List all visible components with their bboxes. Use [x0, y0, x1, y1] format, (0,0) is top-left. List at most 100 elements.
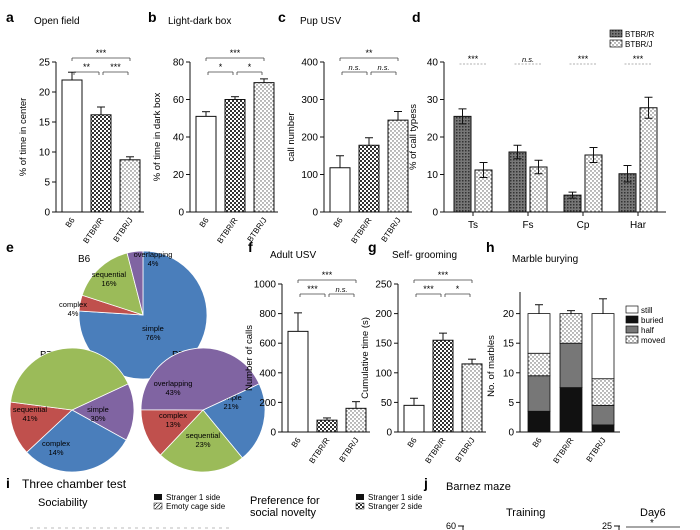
chart-adult-usv: Adult USV 0 200 400 600 800 1000 Number of call…: [244, 250, 370, 465]
panel-letter-d: d: [412, 9, 421, 25]
x-tick-label: BTBR/J: [379, 216, 402, 244]
bar-b6: [287, 330, 309, 433]
significance-label: *: [456, 284, 460, 294]
y-tick-label: 0: [270, 428, 276, 439]
pie-slice-name: simple: [220, 393, 242, 402]
legend-swatch: [625, 325, 639, 334]
pie-slice-sequential: [159, 409, 243, 473]
three-chamber-title: Three chamber test: [22, 477, 127, 491]
legend-label: buried: [641, 316, 663, 325]
bar-segment-moved: [591, 378, 615, 406]
pie-slice-name: sequential: [186, 431, 221, 440]
day6-subtitle: Day6: [640, 507, 666, 519]
pie-slice-name: sequential: [92, 270, 127, 279]
novelty-subtitle-line2: social novelty: [250, 507, 317, 519]
panel-i-three-chamber: Three chamber test Sociability Stranger …: [22, 477, 423, 529]
x-tick-label: B6: [332, 216, 345, 230]
y-tick-label: 25: [39, 58, 51, 69]
chart-title: Light-dark box: [168, 16, 231, 27]
pie-slice-percent: 13%: [165, 420, 180, 429]
x-tick-label: BTBR/R: [423, 436, 447, 465]
pie-slice-percent: 4%: [68, 309, 79, 318]
x-tick-label: BTBR/R: [81, 216, 105, 245]
pie-slice-complex: [9, 401, 73, 453]
y-axis-label: No. of marbles: [486, 335, 497, 397]
significance-label: ***: [633, 54, 644, 64]
y-tick-label: 100: [375, 368, 392, 379]
y-tick-label: 30: [427, 95, 439, 106]
y-tick-label: 150: [375, 339, 392, 350]
bar-btbr-r: [358, 144, 380, 213]
y-tick-label: 40: [173, 133, 185, 144]
pie-slice-sequential: [10, 347, 129, 411]
day6-y-tick: 25: [602, 521, 612, 530]
x-tick-label: Fs: [522, 220, 533, 231]
pie-title: B6: [78, 254, 91, 265]
pie-slice-percent: 43%: [165, 388, 180, 397]
bar-segment-buried: [527, 410, 551, 433]
significance-label: *: [219, 62, 223, 72]
significance-label: **: [83, 62, 91, 72]
legend-label-stranger2: Stranger 2 side: [368, 502, 423, 511]
pie-slice-simple: [26, 409, 127, 473]
barnes-maze-title: Barnez maze: [446, 481, 511, 493]
y-tick-label: 60: [173, 95, 185, 106]
legend-label: half: [641, 326, 655, 335]
pie-btbr-r: BTBR/Roverlapping15%simple30%complex14%s…: [9, 347, 135, 473]
legend-swatch-stranger1-b: [356, 494, 364, 500]
x-tick-label: B6: [64, 216, 77, 230]
legend-label-empty-cage: Emoty cage side: [166, 502, 226, 511]
bar-segment-half: [591, 404, 615, 426]
chart-open-field: Open field 0 5 10 15 20 25 % of time in center B…: [18, 16, 144, 245]
x-tick-label: B6: [531, 436, 544, 450]
x-tick-label: B6: [290, 436, 303, 450]
y-tick-label: 200: [259, 398, 276, 409]
pie-slice-overlapping: [126, 250, 144, 316]
bar-btbr-j: [345, 407, 367, 433]
significance-label: ***: [468, 54, 479, 64]
legend-label: moved: [641, 336, 665, 345]
y-tick-label: 20: [503, 309, 515, 320]
panel-letter-b: b: [148, 9, 157, 25]
pie-slice-simple: [202, 383, 266, 459]
pie-slice-overlapping: [71, 383, 135, 441]
y-tick-label: 200: [301, 133, 318, 144]
y-tick-label: 300: [301, 95, 318, 106]
significance-label: n.s.: [377, 63, 389, 72]
pie-slice-percent: 41%: [22, 414, 37, 423]
y-axis-label: % of time in dark box: [152, 92, 163, 181]
legend-swatch-stranger2: [355, 502, 365, 510]
y-tick-label: 0: [178, 208, 184, 219]
y-tick-label: 200: [375, 309, 392, 320]
pie-slice-percent: 16%: [101, 279, 116, 288]
y-tick-label: 1000: [254, 280, 277, 291]
panel-j-barnes-maze: Barnez maze Training Day6 60 25 *: [446, 481, 680, 530]
pie-slice-percent: 14%: [48, 448, 63, 457]
significance-label: n.s.: [335, 285, 347, 294]
bar-btbr-r: [90, 114, 112, 213]
y-axis-label: % of time in center: [18, 98, 29, 177]
pie-slice-name: complex: [159, 411, 187, 420]
pie-slice-name: overlapping: [134, 250, 173, 259]
chart-marble-burying: Marble burying 0 5 10 15 20 No. of marbles B6 BT…: [486, 254, 665, 465]
chart-title: Marble burying: [512, 254, 578, 265]
x-tick-label: B6: [406, 436, 419, 450]
significance-label: **: [365, 48, 373, 58]
y-tick-label: 40: [427, 58, 439, 69]
y-tick-label: 400: [301, 58, 318, 69]
panel-letter-i: i: [6, 475, 10, 491]
y-tick-label: 10: [503, 368, 515, 379]
bar-segment-moved: [527, 352, 551, 377]
y-tick-label: 10: [39, 148, 51, 159]
legend-label-stranger1-b: Stranger 1 side: [368, 493, 423, 502]
y-tick-label: 5: [508, 398, 514, 409]
y-tick-label: 0: [312, 208, 318, 219]
bar-segment-buried: [591, 424, 615, 433]
x-tick-label: BTBR/J: [111, 216, 134, 244]
pie-slice-name: simple: [87, 405, 109, 414]
bar-ts-btbr-r: [453, 115, 472, 213]
significance-label: ***: [230, 48, 241, 58]
y-tick-label: 100: [301, 170, 318, 181]
x-tick-label: Cp: [577, 220, 590, 231]
